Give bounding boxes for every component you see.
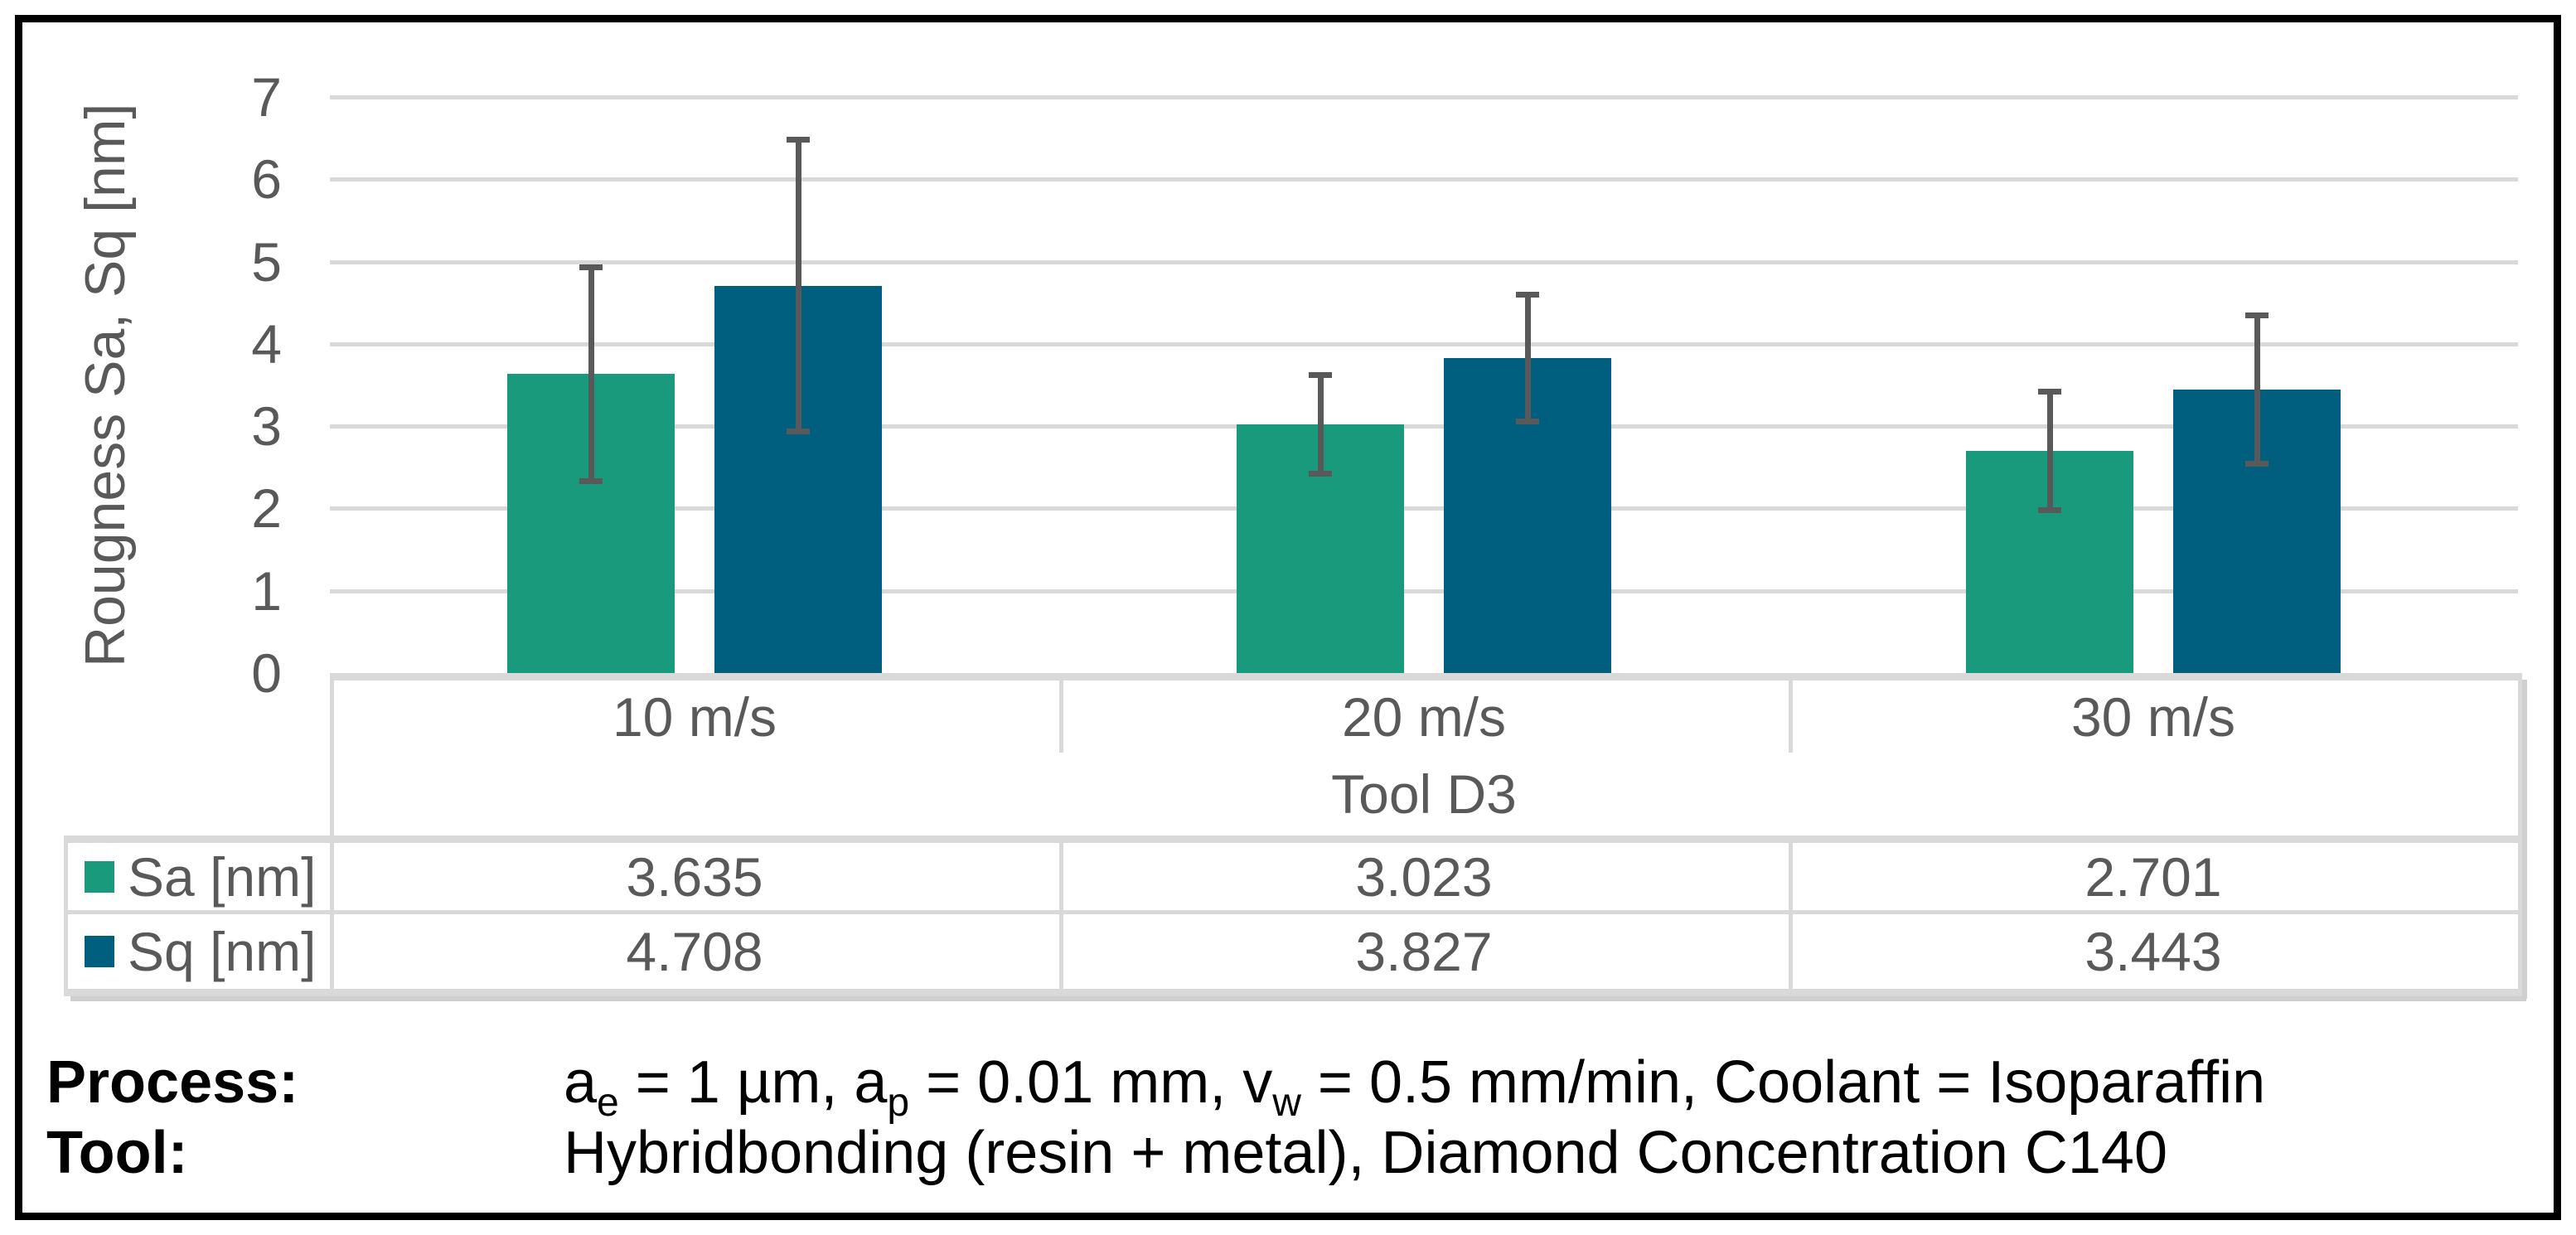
error-bar-cap-top: [1309, 371, 1332, 378]
y-tick-label: 7: [251, 66, 282, 128]
text-segment: = 1 µm, a: [618, 1049, 888, 1116]
error-bar-cap-bottom: [1516, 418, 1539, 424]
process-row: Process: ae = 1 µm, ap = 0.01 mm, vw = 0…: [46, 1049, 2525, 1125]
process-value: ae = 1 µm, ap = 0.01 mm, vw = 0.5 mm/min…: [564, 1049, 2525, 1125]
sa-legend-swatch: [85, 860, 114, 893]
y-tick-label: 5: [251, 230, 282, 293]
tool-value: Hybridbonding (resin + metal), Diamond C…: [564, 1121, 2525, 1184]
subscript: p: [887, 1081, 910, 1125]
error-bar-cap-bottom: [2038, 506, 2061, 513]
error-bar-line: [588, 267, 594, 482]
table-value-cell: 3.827: [1355, 921, 1493, 982]
category-divider-top: [1789, 673, 1793, 753]
category-group-label: Tool D3: [1331, 763, 1517, 825]
legend-label: Sa [nm]: [128, 845, 317, 908]
error-bar-line: [2254, 315, 2260, 464]
table-right-border: [2518, 673, 2522, 996]
y-tick-label: 6: [251, 148, 282, 211]
y-tick-label: 4: [251, 312, 282, 375]
error-bar-cap-top: [787, 137, 810, 143]
table-value-cell: 2.701: [2085, 845, 2222, 908]
error-bar-cap-bottom: [787, 428, 810, 434]
gridline: [330, 424, 2518, 429]
chart-frame-border: [15, 15, 2561, 1220]
category-divider-bottom: [1059, 835, 1063, 989]
error-bar-line: [795, 139, 801, 432]
error-bar-cap-top: [2038, 388, 2061, 395]
table-value-cell: 4.708: [626, 921, 763, 982]
process-label: Process:: [46, 1049, 299, 1116]
error-bar-cap-bottom: [1309, 470, 1332, 477]
category-label: 30 m/s: [2070, 685, 2236, 748]
tool-row: Tool: Hybridbonding (resin + metal), Dia…: [46, 1121, 2525, 1184]
tool-label: Tool:: [46, 1120, 188, 1186]
legend-label: Sq [nm]: [128, 921, 317, 982]
text-segment: a: [564, 1049, 598, 1116]
table-left-column-divider: [330, 673, 334, 996]
sq-legend-swatch: [85, 936, 114, 967]
subscript: e: [597, 1081, 619, 1125]
table-divider-thin: [64, 910, 2522, 914]
table-shadow-bottom: [70, 996, 2526, 1001]
y-tick-label: 1: [251, 559, 282, 622]
table-value-cell: 3.635: [626, 845, 763, 908]
category-label: 10 m/s: [612, 685, 777, 748]
legend-column-left-border: [64, 835, 68, 996]
gridline: [330, 259, 2518, 264]
category-label: 20 m/s: [1341, 685, 1507, 748]
error-bar-cap-top: [2245, 312, 2269, 319]
y-axis-title: Rougness Sa, Sq [nm]: [74, 103, 137, 667]
y-tick-label: 3: [251, 395, 282, 458]
error-bar-line: [1317, 375, 1324, 474]
category-divider-top: [1059, 673, 1063, 753]
error-bar-line: [1524, 294, 1531, 422]
error-bar-cap-bottom: [2245, 461, 2269, 467]
plot-area: [330, 95, 2518, 673]
error-bar-line: [2046, 391, 2053, 511]
subscript: w: [1272, 1081, 1301, 1125]
gridline: [330, 588, 2518, 593]
table-value-cell: 3.023: [1355, 845, 1493, 908]
error-bar-cap-top: [579, 264, 603, 270]
gridline: [330, 177, 2518, 182]
y-tick-label: 0: [251, 642, 282, 704]
error-bar-cap-bottom: [579, 477, 603, 484]
text-segment: Hybridbonding (resin + metal), Diamond C…: [564, 1120, 2167, 1186]
category-divider-bottom: [1789, 835, 1793, 989]
text-segment: = 0.5 mm/min, Coolant = Isoparaffin: [1300, 1049, 2266, 1116]
legend-cell: Sq [nm]: [68, 914, 330, 989]
table-value-cell: 3.443: [2085, 921, 2222, 982]
gridline: [330, 95, 2518, 99]
table-divider-thick: [64, 835, 2522, 843]
y-tick-label: 2: [251, 477, 282, 540]
table-bottom-border: [64, 989, 2522, 996]
x-axis-line: [330, 673, 2522, 680]
legend-cell: Sa [nm]: [68, 843, 330, 910]
footer-notes: Process: ae = 1 µm, ap = 0.01 mm, vw = 0…: [46, 1051, 2525, 1184]
text-segment: = 0.01 mm, v: [909, 1049, 1273, 1116]
gridline: [330, 341, 2518, 346]
gridline: [330, 506, 2518, 511]
table-shadow-right: [2522, 680, 2527, 999]
error-bar-cap-top: [1516, 292, 1539, 298]
